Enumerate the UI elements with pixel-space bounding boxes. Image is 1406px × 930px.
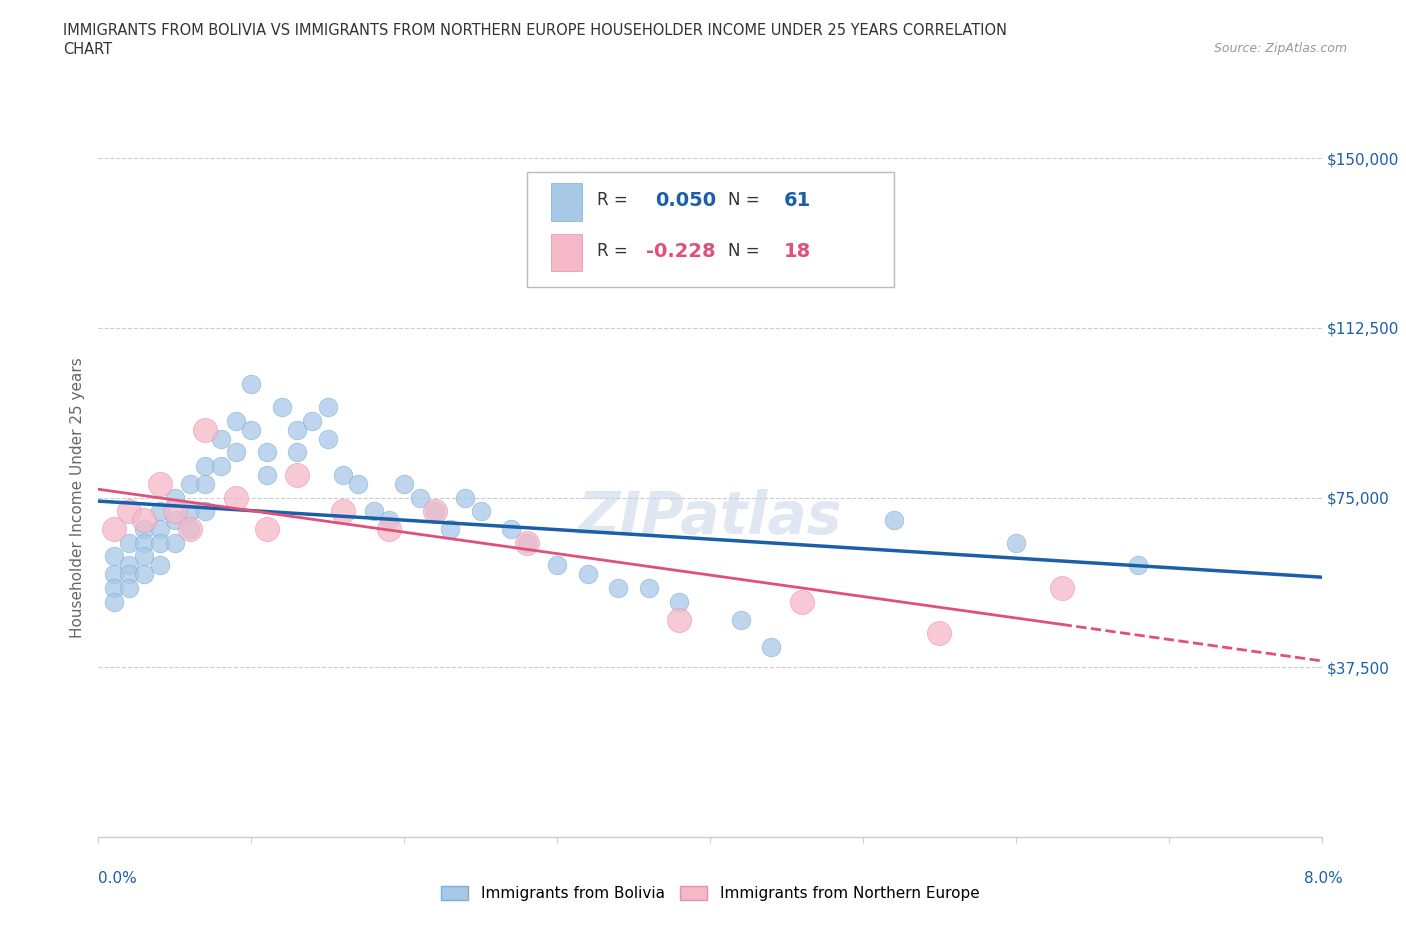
Point xyxy=(668,612,690,627)
Point xyxy=(194,476,217,491)
Point xyxy=(363,504,385,519)
Point xyxy=(134,549,156,564)
Point xyxy=(516,536,538,551)
Point xyxy=(209,458,232,473)
Point xyxy=(285,468,308,483)
Point xyxy=(149,476,172,491)
Text: N =: N = xyxy=(728,192,765,209)
Point xyxy=(454,490,477,505)
Point xyxy=(179,476,201,491)
Point xyxy=(470,504,492,519)
Point xyxy=(194,422,217,437)
Text: 18: 18 xyxy=(783,242,811,260)
Point xyxy=(576,567,599,582)
Text: CHART: CHART xyxy=(63,42,112,57)
Point xyxy=(668,594,690,609)
Point xyxy=(149,504,172,519)
FancyBboxPatch shape xyxy=(526,172,894,287)
Legend: Immigrants from Bolivia, Immigrants from Northern Europe: Immigrants from Bolivia, Immigrants from… xyxy=(434,880,986,908)
Point xyxy=(179,522,201,537)
Point xyxy=(285,422,308,437)
Point xyxy=(103,567,125,582)
Point xyxy=(149,558,172,573)
Text: 8.0%: 8.0% xyxy=(1303,871,1343,886)
Text: 0.050: 0.050 xyxy=(655,191,716,209)
Point xyxy=(225,413,247,428)
Text: 61: 61 xyxy=(783,191,811,209)
Text: ZIPatlas: ZIPatlas xyxy=(578,489,842,547)
Text: 0.0%: 0.0% xyxy=(98,871,138,886)
FancyBboxPatch shape xyxy=(551,234,582,272)
Point xyxy=(225,490,247,505)
Point xyxy=(378,522,401,537)
Text: R =: R = xyxy=(598,192,634,209)
FancyBboxPatch shape xyxy=(551,183,582,220)
Point xyxy=(149,522,172,537)
Point xyxy=(118,580,141,595)
Point xyxy=(439,522,461,537)
Point xyxy=(378,512,401,527)
Point xyxy=(423,504,446,519)
Point xyxy=(118,567,141,582)
Point xyxy=(301,413,323,428)
Point xyxy=(501,522,523,537)
Point xyxy=(256,522,278,537)
Point xyxy=(134,522,156,537)
Point xyxy=(347,476,370,491)
Point xyxy=(103,594,125,609)
Text: R =: R = xyxy=(598,242,634,260)
Point xyxy=(516,536,538,551)
Point xyxy=(194,504,217,519)
Point xyxy=(240,422,263,437)
Point xyxy=(209,432,232,446)
Point xyxy=(103,580,125,595)
Point xyxy=(103,522,125,537)
Point xyxy=(179,522,201,537)
Point xyxy=(607,580,630,595)
Point xyxy=(240,377,263,392)
Point xyxy=(118,504,141,519)
Point xyxy=(194,458,217,473)
Point xyxy=(134,536,156,551)
Point xyxy=(134,512,156,527)
Point xyxy=(149,536,172,551)
Point xyxy=(118,558,141,573)
Y-axis label: Householder Income Under 25 years: Householder Income Under 25 years xyxy=(69,357,84,638)
Point xyxy=(134,567,156,582)
Point xyxy=(270,400,294,415)
Point xyxy=(316,400,339,415)
Point xyxy=(163,512,186,527)
Point xyxy=(256,468,278,483)
Point xyxy=(332,504,354,519)
Text: -0.228: -0.228 xyxy=(647,242,716,260)
Text: Source: ZipAtlas.com: Source: ZipAtlas.com xyxy=(1213,42,1347,55)
Point xyxy=(163,490,186,505)
Point xyxy=(1128,558,1150,573)
Point xyxy=(103,549,125,564)
Point xyxy=(423,504,446,519)
Text: N =: N = xyxy=(728,242,765,260)
Point xyxy=(392,476,416,491)
Point xyxy=(759,640,782,655)
Point xyxy=(408,490,430,505)
Point xyxy=(118,536,141,551)
Point xyxy=(546,558,568,573)
Point xyxy=(285,445,308,459)
Point xyxy=(163,504,186,519)
Point xyxy=(637,580,661,595)
Text: IMMIGRANTS FROM BOLIVIA VS IMMIGRANTS FROM NORTHERN EUROPE HOUSEHOLDER INCOME UN: IMMIGRANTS FROM BOLIVIA VS IMMIGRANTS FR… xyxy=(63,23,1007,38)
Point xyxy=(883,512,905,527)
Point xyxy=(225,445,247,459)
Point xyxy=(928,626,950,641)
Point xyxy=(163,536,186,551)
Point xyxy=(730,612,752,627)
Point xyxy=(256,445,278,459)
Point xyxy=(1004,536,1026,551)
Point xyxy=(316,432,339,446)
Point xyxy=(790,594,813,609)
Point xyxy=(332,468,354,483)
Point xyxy=(1050,580,1073,595)
Point xyxy=(179,504,201,519)
